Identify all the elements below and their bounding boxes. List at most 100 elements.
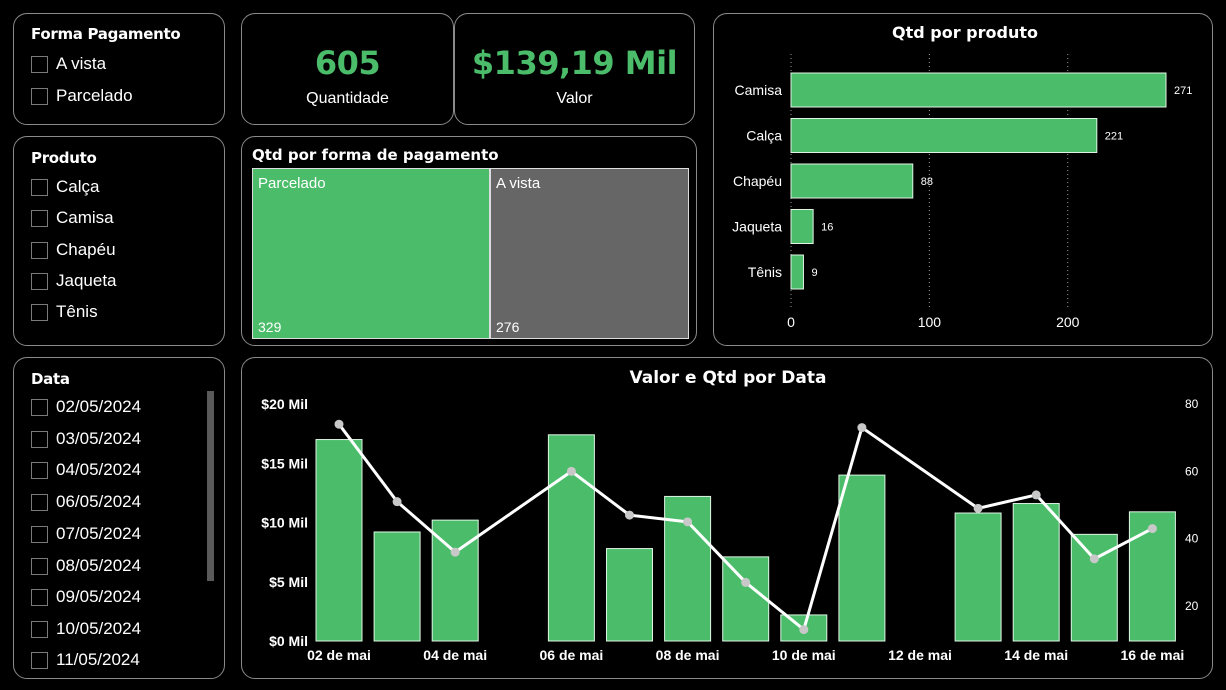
slicer-produto: Produto Calça Camisa Chapéu Jaqueta Têni… <box>13 136 225 346</box>
y-right-tick-label: 20 <box>1185 599 1199 613</box>
slicer-item-label: 11/05/2024 <box>56 650 140 669</box>
slicer-item-date[interactable]: 02/05/2024 <box>31 397 141 417</box>
slicer-title: Produto <box>31 149 97 167</box>
checkbox[interactable] <box>31 430 48 448</box>
kpi-card-valor: $139,19 Mil Valor <box>454 13 695 125</box>
data-label: 16 <box>821 222 833 234</box>
bar[interactable] <box>790 72 1167 108</box>
slicer-item-label: 09/05/2024 <box>56 587 142 606</box>
y-left-tick-label: $10 Mil <box>261 515 308 531</box>
line-marker[interactable] <box>334 419 344 429</box>
line-marker[interactable] <box>1089 554 1099 564</box>
slicer-item-label: Parcelado <box>56 86 133 105</box>
checkbox[interactable] <box>31 525 48 543</box>
bar[interactable] <box>790 118 1098 153</box>
bar[interactable] <box>790 254 804 290</box>
data-label: 221 <box>1105 131 1123 143</box>
treemap-label: Parcelado <box>258 175 326 192</box>
slicer-item-a-vista[interactable]: A vista <box>31 54 106 74</box>
slicer-item-date[interactable]: 11/05/2024 <box>31 650 140 670</box>
slicer-title: Data <box>31 370 70 388</box>
scrollbar-thumb[interactable] <box>207 391 214 581</box>
slicer-item-date[interactable]: 04/05/2024 <box>31 460 141 480</box>
line-marker[interactable] <box>450 547 460 557</box>
line-marker[interactable] <box>1147 524 1157 534</box>
y-left-tick-label: $15 Mil <box>261 455 308 471</box>
slicer-item-date[interactable]: 07/05/2024 <box>31 524 141 544</box>
bar-chart-qtd-produto: Qtd por produto 0 100 200 Camisa 271 Calça 221… <box>713 13 1213 346</box>
line-marker[interactable] <box>566 466 576 476</box>
slicer-item-jaqueta[interactable]: Jaqueta <box>31 271 117 291</box>
y-left-tick-label: $5 Mil <box>269 574 308 590</box>
y-right-tick-label: 60 <box>1185 464 1199 478</box>
x-tick-label: 06 de mai <box>539 647 603 663</box>
checkbox[interactable] <box>31 557 48 575</box>
checkbox[interactable] <box>31 272 48 290</box>
slicer-item-date[interactable]: 06/05/2024 <box>31 492 141 512</box>
treemap-label: A vista <box>496 175 541 192</box>
line-marker[interactable] <box>683 517 693 527</box>
treemap-cell-parcelado[interactable]: Parcelado 329 <box>252 168 490 339</box>
x-tick-label: 0 <box>787 314 795 330</box>
checkbox[interactable] <box>31 588 48 606</box>
bar[interactable] <box>790 209 814 244</box>
kpi-value: $139,19 Mil <box>471 44 678 82</box>
slicer-item-date[interactable]: 09/05/2024 <box>31 587 141 607</box>
checkbox[interactable] <box>31 398 48 416</box>
checkbox[interactable] <box>31 87 48 105</box>
bar[interactable] <box>373 531 421 642</box>
bar[interactable] <box>606 548 653 642</box>
y-category-label: Tênis <box>748 264 782 280</box>
data-label: 9 <box>811 267 817 279</box>
chart-title: Qtd por forma de pagamento <box>252 146 499 164</box>
checkbox[interactable] <box>31 178 48 196</box>
line-marker[interactable] <box>392 497 402 507</box>
y-category-label: Jaqueta <box>732 219 782 235</box>
checkbox[interactable] <box>31 55 48 73</box>
bar[interactable] <box>1128 511 1176 642</box>
bar[interactable] <box>790 163 914 199</box>
slicer-item-label: A vista <box>56 54 107 73</box>
line-marker[interactable] <box>857 423 867 433</box>
checkbox[interactable] <box>31 620 48 638</box>
checkbox[interactable] <box>31 303 48 321</box>
y-category-label: Chapéu <box>733 173 782 189</box>
slicer-item-camisa[interactable]: Camisa <box>31 208 114 228</box>
bar[interactable] <box>315 439 363 642</box>
line-marker[interactable] <box>1031 490 1041 500</box>
slicer-item-label: 03/05/2024 <box>56 429 142 448</box>
slicer-item-date[interactable]: 10/05/2024 <box>31 619 141 639</box>
bar[interactable] <box>1012 503 1060 642</box>
bar[interactable] <box>547 434 595 642</box>
checkbox[interactable] <box>31 651 48 669</box>
slicer-data: Data 02/05/2024 03/05/2024 04/05/2024 06… <box>13 357 225 679</box>
treemap-cell-a-vista[interactable]: A vista 276 <box>490 168 689 339</box>
y-category-label: Calça <box>746 128 782 144</box>
line-marker[interactable] <box>625 510 634 520</box>
slicer-item-label: Calça <box>56 177 100 196</box>
slicer-item-calca[interactable]: Calça <box>31 177 99 197</box>
slicer-item-chapeu[interactable]: Chapéu <box>31 240 116 260</box>
slicer-item-label: 04/05/2024 <box>56 460 142 479</box>
checkbox[interactable] <box>31 241 48 259</box>
kpi-label: Valor <box>556 90 593 107</box>
checkbox[interactable] <box>31 461 48 479</box>
x-tick-label: 10 de mai <box>772 647 836 663</box>
bar[interactable] <box>722 556 770 642</box>
line-marker[interactable] <box>799 625 809 635</box>
slicer-item-date[interactable]: 03/05/2024 <box>31 429 141 449</box>
checkbox[interactable] <box>31 493 48 511</box>
slicer-item-date[interactable]: 08/05/2024 <box>31 556 141 576</box>
line-marker[interactable] <box>741 577 751 587</box>
x-tick-label: 100 <box>918 314 942 330</box>
line-marker[interactable] <box>973 503 983 513</box>
bar-chart-svg: Qtd por produto 0 100 200 Camisa 271 Calça 221… <box>732 23 1192 330</box>
bar[interactable] <box>954 512 1002 642</box>
slicer-item-label: 06/05/2024 <box>56 492 142 511</box>
x-tick-label: 200 <box>1056 314 1080 330</box>
slicer-item-parcelado[interactable]: Parcelado <box>31 86 133 106</box>
slicer-item-label: Tênis <box>56 302 98 321</box>
checkbox[interactable] <box>31 209 48 227</box>
bar[interactable] <box>838 474 886 642</box>
slicer-item-tenis[interactable]: Tênis <box>31 302 98 322</box>
